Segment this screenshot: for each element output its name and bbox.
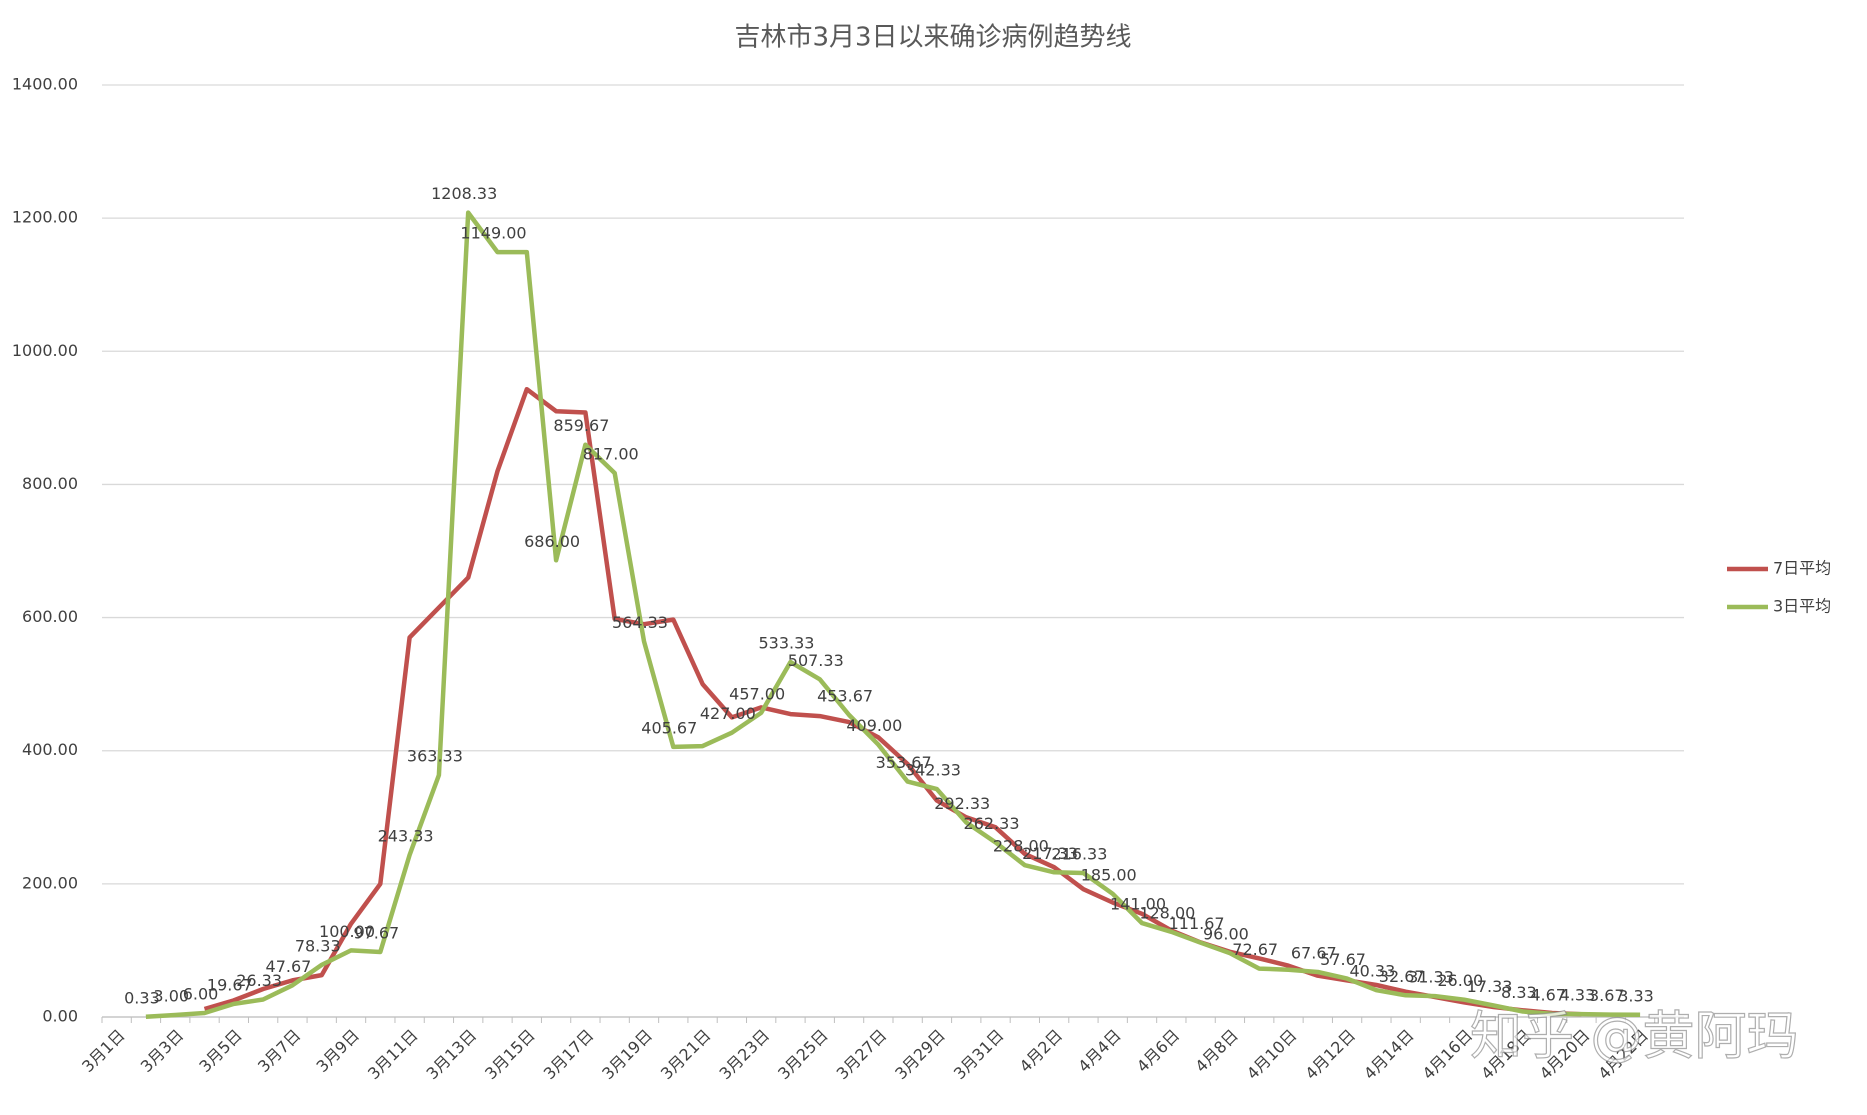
x-tick-label: 4月4日: [1074, 1026, 1124, 1076]
data-label: 111.67: [1169, 914, 1225, 933]
data-label: 564.33: [612, 613, 668, 632]
line-series: [145, 210, 1641, 1020]
data-label: 141.00: [1110, 895, 1166, 914]
line-series: [203, 386, 1582, 1017]
data-label: 353.67: [876, 753, 932, 772]
y-tick-label: 600.00: [22, 607, 78, 626]
x-tick-label: 3月27日: [833, 1026, 891, 1084]
x-tick-label: 4月10日: [1243, 1026, 1301, 1084]
y-tick-label: 1200.00: [12, 208, 78, 227]
watermark: 知乎 @黄阿玛: [1470, 1007, 1799, 1067]
data-label: 57.67: [1320, 950, 1366, 969]
data-label: 405.67: [641, 718, 697, 737]
data-label: 26.00: [1437, 971, 1483, 990]
data-label: 216.33: [1051, 844, 1107, 863]
data-label: 26.33: [236, 971, 282, 990]
x-tick-label: 4月2日: [1016, 1026, 1066, 1076]
x-tick-label: 4月8日: [1191, 1026, 1241, 1076]
x-tick-label: 4月14日: [1360, 1026, 1418, 1084]
legend-label: 3日平均: [1773, 597, 1831, 616]
x-tick-label: 3月3日: [137, 1026, 187, 1076]
data-label: 97.67: [353, 923, 399, 942]
data-label: 1149.00: [460, 224, 526, 243]
x-tick-label: 3月17日: [540, 1026, 598, 1084]
data-label: 40.33: [1349, 962, 1395, 981]
x-tick-label: 3月15日: [481, 1026, 539, 1084]
data-label: 363.33: [407, 747, 463, 766]
data-label: 409.00: [846, 716, 902, 735]
y-tick-label: 1400.00: [12, 75, 78, 94]
data-label: 67.67: [1291, 943, 1337, 962]
data-label: 100.00: [319, 922, 375, 941]
x-tick-label: 3月31日: [950, 1026, 1008, 1084]
x-tick-label: 4月12日: [1301, 1026, 1359, 1084]
data-label: 72.67: [1232, 940, 1278, 959]
data-label: 228.00: [993, 837, 1049, 856]
data-label: 217.33: [1022, 844, 1078, 863]
data-label: 4.67: [1530, 985, 1566, 1004]
data-label: 1208.33: [431, 184, 497, 203]
data-label: 507.33: [788, 651, 844, 670]
x-tick-label: 3月1日: [78, 1026, 128, 1076]
data-label: 292.33: [934, 794, 990, 813]
data-label: 4.33: [1560, 986, 1596, 1005]
x-tick-label: 3月5日: [195, 1026, 245, 1076]
data-label: 457.00: [729, 684, 785, 703]
data-label: 31.33: [1408, 968, 1454, 987]
x-tick-label: 3月13日: [423, 1026, 481, 1084]
data-label: 533.33: [758, 633, 814, 652]
data-label: 453.67: [817, 686, 873, 705]
data-label: 243.33: [378, 827, 434, 846]
data-label: 3.33: [1618, 986, 1654, 1005]
data-label: 128.00: [1139, 903, 1195, 922]
data-label: 686.00: [524, 532, 580, 551]
data-label: 817.00: [583, 445, 639, 464]
x-tick-label: 3月29日: [891, 1026, 949, 1084]
data-label: 185.00: [1081, 865, 1137, 884]
x-tick-label: 3月25日: [774, 1026, 832, 1084]
chart-title: 吉林市3月3日以来确诊病例趋势线: [734, 23, 1131, 53]
data-label: 3.00: [153, 987, 189, 1006]
data-label: 0.33: [124, 988, 160, 1007]
x-tick-label: 3月9日: [313, 1026, 363, 1076]
y-tick-label: 0.00: [42, 1007, 78, 1026]
data-label: 32.67: [1379, 967, 1425, 986]
data-label: 96.00: [1203, 925, 1249, 944]
data-label: 78.33: [295, 936, 341, 955]
data-label: 342.33: [905, 761, 961, 780]
y-tick-label: 800.00: [22, 474, 78, 493]
x-tick-label: 3月21日: [657, 1026, 715, 1084]
x-tick-label: 3月7日: [254, 1026, 304, 1076]
data-label: 3.67: [1589, 986, 1625, 1005]
y-tick-label: 400.00: [22, 740, 78, 759]
data-label: 8.33: [1501, 983, 1537, 1002]
plot: 0.00 200.00 400.00 600.00 800.00 1000.00 1200.…: [12, 75, 1831, 1084]
data-label: 859.67: [553, 416, 609, 435]
y-tick-label: 1000.00: [12, 341, 78, 360]
data-label: 262.33: [964, 814, 1020, 833]
data-label: 17.33: [1467, 977, 1513, 996]
y-tick-label: 200.00: [22, 873, 78, 892]
x-tick-label: 3月11日: [364, 1026, 422, 1084]
x-tick-label: 3月23日: [716, 1026, 774, 1084]
x-tick-label: 4月16日: [1419, 1026, 1477, 1084]
data-label: 427.00: [700, 704, 756, 723]
x-tick-label: 3月19日: [598, 1026, 656, 1084]
data-label: 47.67: [266, 957, 312, 976]
x-tick-label: 4月6日: [1133, 1026, 1183, 1076]
data-label: 19.67: [207, 975, 253, 994]
legend-label: 7日平均: [1773, 559, 1831, 578]
data-label: 6.00: [183, 985, 219, 1004]
